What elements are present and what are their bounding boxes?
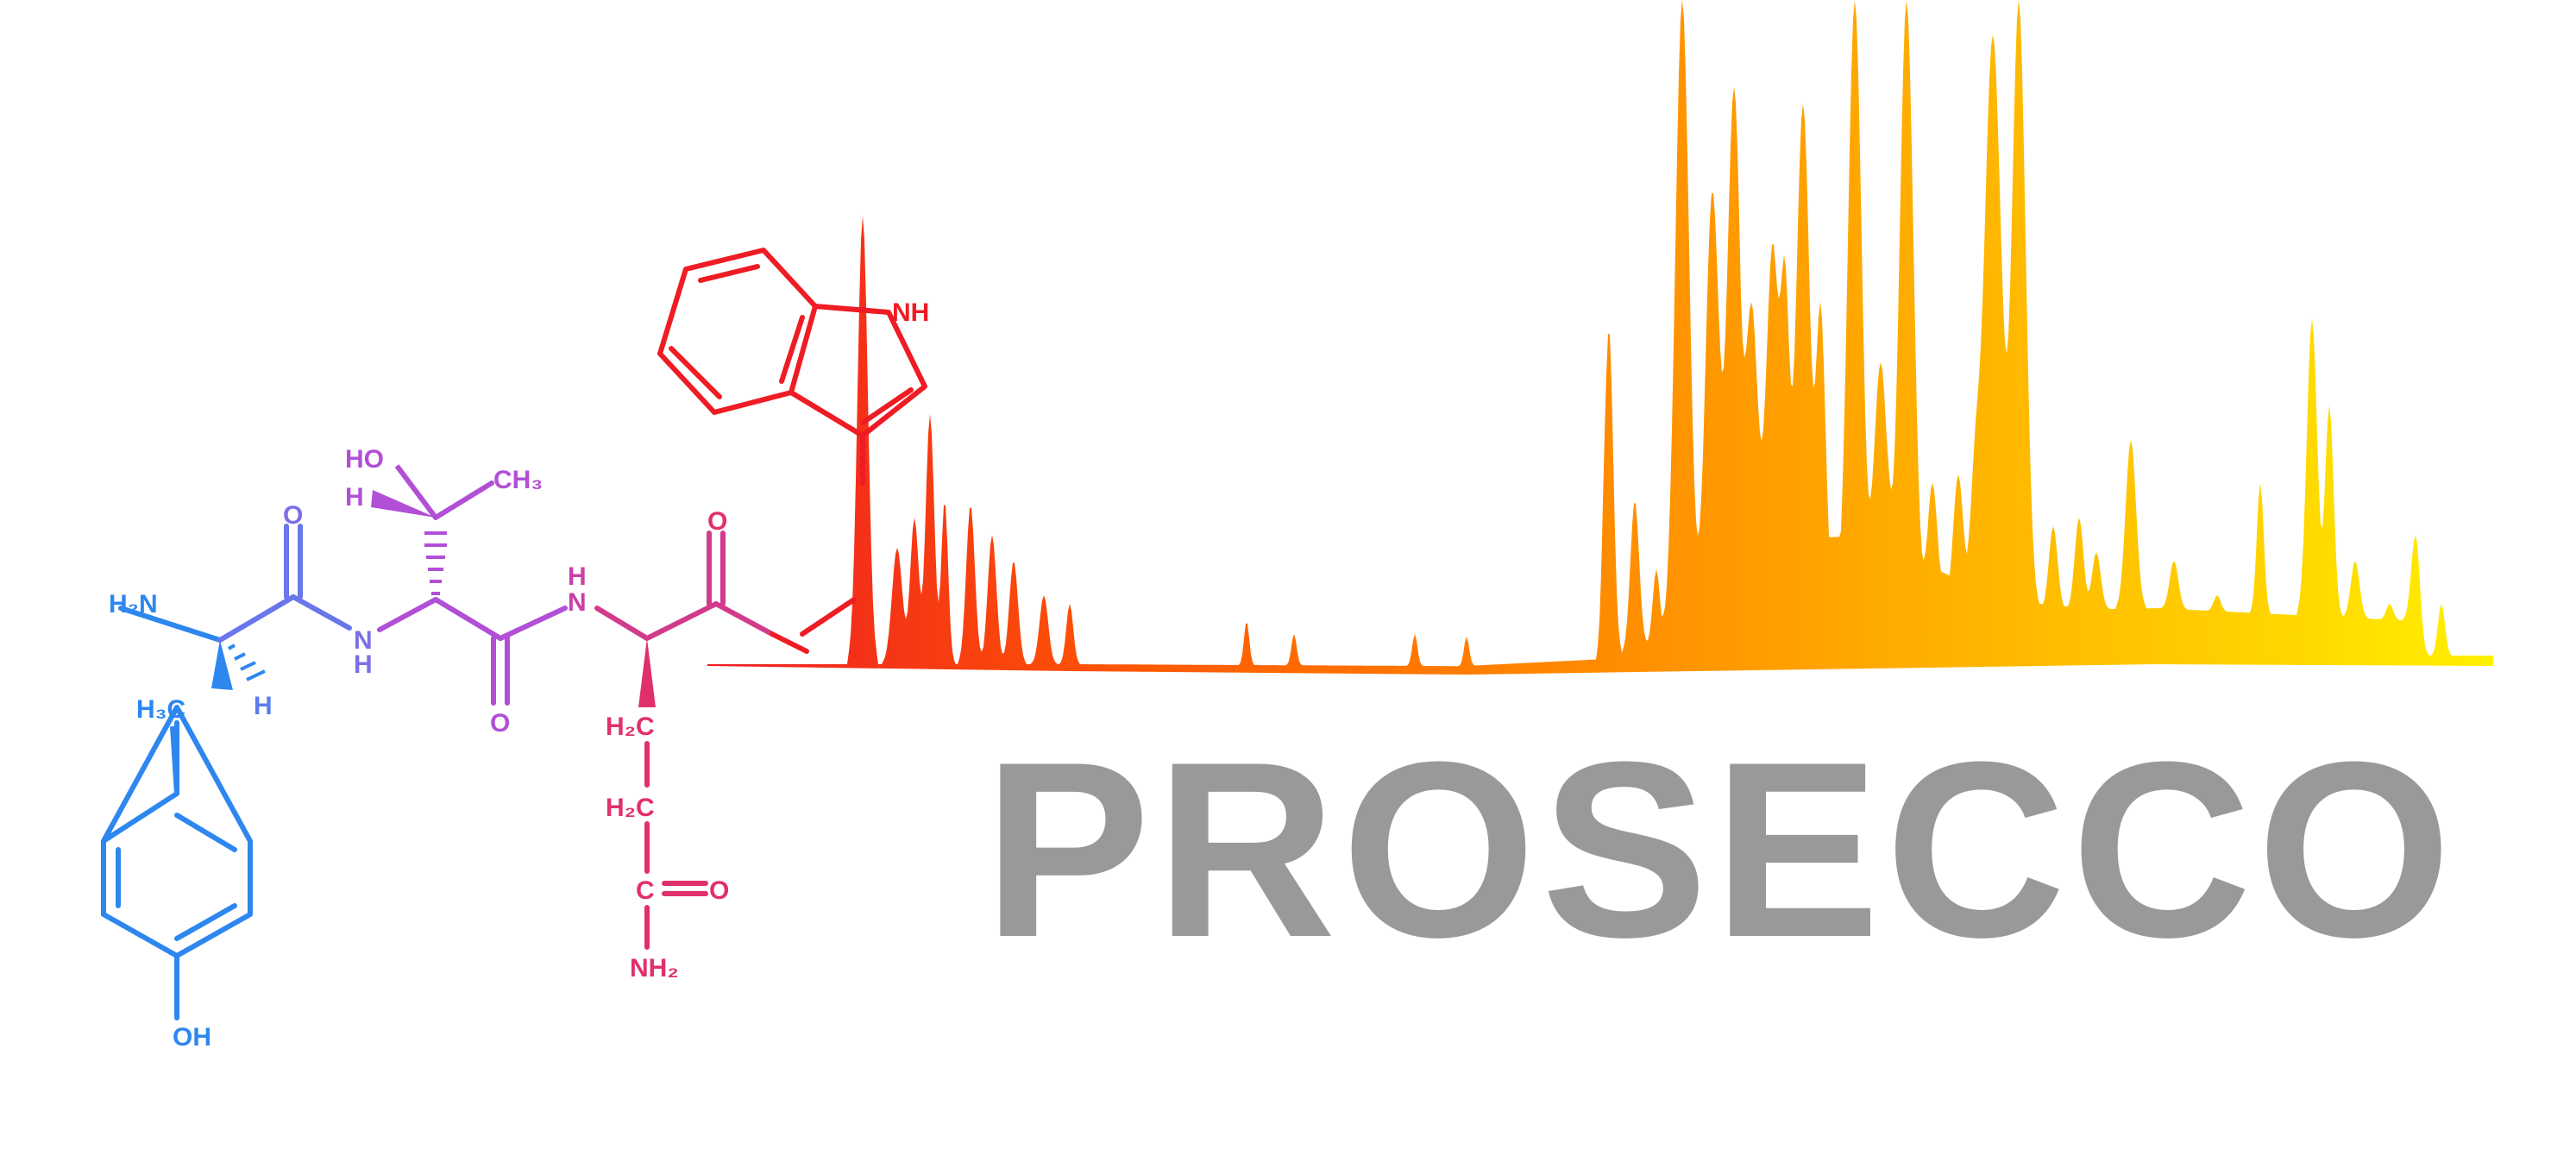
label-h-alpha1: H <box>254 692 273 720</box>
hash-bond <box>228 644 266 681</box>
label-o2: O <box>490 709 510 738</box>
backbone-link-1 <box>217 524 352 643</box>
glutamine-wedge <box>638 638 656 707</box>
label-n2: N <box>568 588 587 617</box>
threonine-wedge <box>371 490 436 518</box>
label-oh: OH <box>173 1023 211 1052</box>
spectrum-graphic <box>707 0 2493 675</box>
brand-wordmark: PROSECCO <box>983 710 2457 989</box>
label-o3: O <box>707 507 727 536</box>
label-o1: O <box>283 501 303 530</box>
tyrosine-residue <box>101 606 253 1020</box>
spectrum-peaks <box>707 0 2493 675</box>
label-nh-indole: NH <box>892 298 929 327</box>
label-n1-h: H <box>354 650 373 679</box>
glutamine-sidechain <box>644 741 708 950</box>
label-ho: HO <box>345 445 384 474</box>
label-ch3: CH₃ <box>493 466 543 494</box>
label-h3c: H₃C <box>136 695 185 724</box>
backbone-link-2 <box>594 531 775 641</box>
label-h2c-1: H₂C <box>606 713 655 741</box>
threonine-hash-bond <box>424 531 447 595</box>
label-nh2-amide: NH₂ <box>630 954 679 983</box>
tryptophan-indole <box>657 248 927 486</box>
label-h2c-2: H₂C <box>606 794 655 822</box>
label-o-amide: O <box>709 876 729 905</box>
label-c-amide: C <box>636 876 655 905</box>
label-n2-h: H <box>568 562 587 591</box>
bond-ring-to-ch2 <box>170 725 179 794</box>
threonine-ho-bond <box>394 464 438 519</box>
label-h2n: H₂N <box>109 590 158 618</box>
label-n1: N <box>354 626 373 655</box>
backbone-link-3 <box>770 597 857 654</box>
label-h-thr: H <box>345 483 364 512</box>
threonine-residue <box>377 480 568 706</box>
wedge-bond <box>211 640 233 690</box>
